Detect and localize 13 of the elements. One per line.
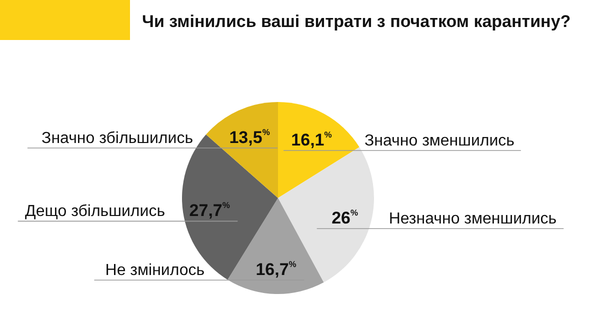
data-label: 26$^{%}$ — [332, 208, 359, 228]
slice-label: Дещо збільшились — [25, 203, 166, 220]
slice-label: Значно збільшились — [42, 130, 194, 148]
pie-slice — [278, 102, 360, 198]
data-label: 27,7$^{%}$ — [189, 200, 230, 220]
data-label: 16,7$^{%}$ — [256, 259, 297, 280]
data-label: 13,5$^{%}$ — [229, 126, 270, 148]
chart-title: Чи змінились ваші витрати з початком карантину? — [142, 12, 571, 31]
pie-slice — [206, 102, 278, 198]
slice-label: Незначно зменшились — [388, 210, 557, 228]
slice-label: Не змінилось — [105, 262, 205, 280]
data-label: 16,1$^{%}$ — [291, 129, 332, 150]
slice-label: Значно зменшились — [364, 132, 515, 150]
